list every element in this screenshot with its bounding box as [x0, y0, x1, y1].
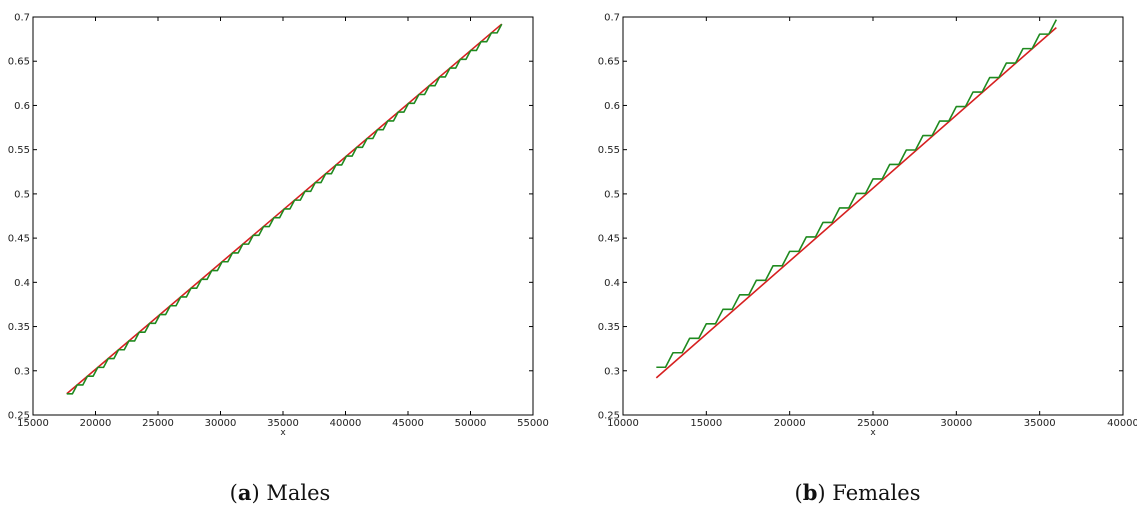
x-tick-label: 20000	[774, 418, 806, 429]
plot-frame	[32, 16, 534, 416]
y-tick-label: 0.65	[8, 57, 30, 68]
chart-panel-males: 15000 20000 25000 30000 35000 40000 45000 50000…	[0, 0, 560, 516]
y-tick-label: 0.4	[14, 278, 30, 289]
x-tick-label: 30000	[205, 418, 237, 429]
y-tick-label: 0.7	[14, 13, 30, 24]
x-tick-label: 25000	[142, 418, 174, 429]
x-tick-label: 15000	[17, 418, 49, 429]
y-tick-label: 0.35	[8, 322, 30, 333]
caption-text: Females	[832, 481, 921, 505]
caption-letter: a	[237, 480, 252, 505]
x-tick-label: 40000	[330, 418, 362, 429]
chart-panel-females: 10000 15000 20000 25000 30000 35000 40000 0.25 0…	[578, 0, 1137, 516]
y-tick-label: 0.55	[598, 145, 620, 156]
caption-letter: b	[802, 480, 818, 505]
chart-females-svg: 10000 15000 20000 25000 30000 35000 40000 0.25 0…	[598, 13, 1137, 439]
y-tick-label: 0.35	[598, 322, 620, 333]
y-tick-label: 0.5	[604, 189, 620, 200]
x-tick-label: 35000	[1024, 418, 1056, 429]
x-tick-label: 30000	[940, 418, 972, 429]
caption-females: (b) Females	[794, 480, 921, 505]
y-tick-label: 0.3	[14, 366, 30, 377]
x-tick-label: 35000	[267, 418, 299, 429]
x-axis-label: x	[280, 428, 286, 438]
y-tick-label: 0.5	[14, 189, 30, 200]
y-tick-label: 0.25	[8, 411, 30, 422]
caption-males: (a) Males	[229, 480, 331, 505]
x-tick-label: 55000	[517, 418, 549, 429]
step-line	[66, 23, 503, 395]
x-tick-label: 25000	[857, 418, 889, 429]
y-tick-label: 0.55	[8, 145, 30, 156]
fit-line	[655, 27, 1057, 379]
y-tick-label: 0.6	[14, 101, 30, 112]
y-tick-label: 0.7	[604, 13, 620, 24]
y-tick-label: 0.45	[598, 234, 620, 245]
y-tick-label: 0.6	[604, 101, 620, 112]
x-tick-label: 20000	[80, 418, 112, 429]
x-tick-label: 10000	[607, 418, 639, 429]
step-line	[656, 19, 1058, 369]
y-tick-label: 0.3	[604, 366, 620, 377]
y-tick-label: 0.65	[598, 57, 620, 68]
x-tick-label: 40000	[1107, 418, 1137, 429]
x-axis-label: x	[870, 428, 876, 438]
y-tick-label: 0.4	[604, 278, 620, 289]
chart-males-svg: 15000 20000 25000 30000 35000 40000 45000 50000…	[8, 13, 549, 439]
x-tick-label: 50000	[455, 418, 487, 429]
x-tick-label: 45000	[392, 418, 424, 429]
y-tick-label: 0.25	[598, 411, 620, 422]
y-tick-label: 0.45	[8, 234, 30, 245]
x-tick-label: 15000	[690, 418, 722, 429]
plot-frame	[622, 16, 1124, 416]
caption-text: Males	[266, 481, 331, 505]
